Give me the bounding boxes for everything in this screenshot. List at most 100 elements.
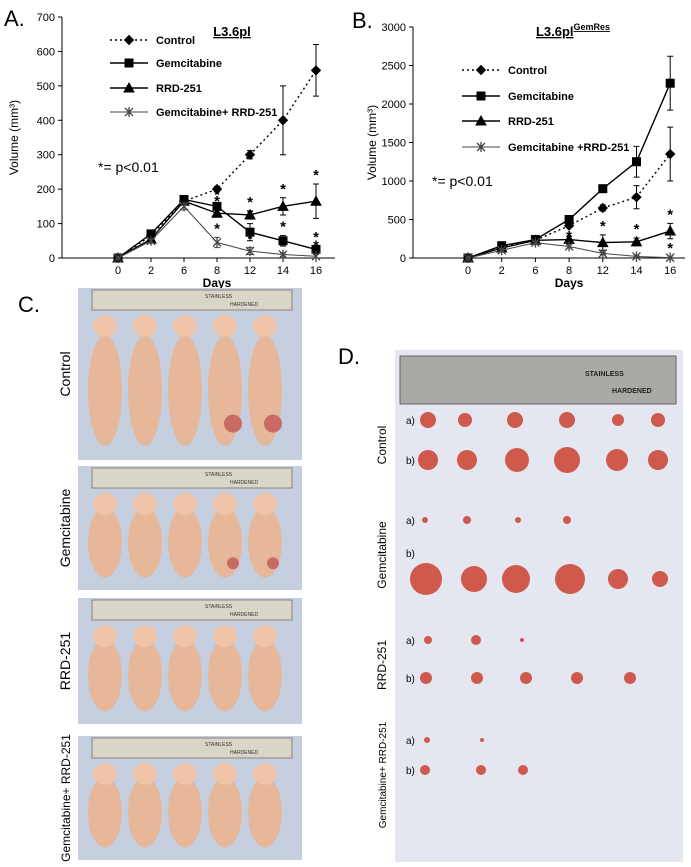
legend-label: Gemcitabine [156, 58, 222, 70]
mouse-body [88, 639, 122, 712]
data-point [665, 78, 675, 88]
mouse-body [128, 639, 162, 712]
significance-mark: * [600, 218, 606, 235]
tumor [612, 414, 624, 426]
ruler [399, 355, 677, 405]
data-point [597, 202, 609, 214]
x-tick-label: 16 [664, 265, 676, 277]
chart-title-main: L3.6pl [213, 24, 251, 39]
tumor [652, 571, 668, 587]
data-point [632, 251, 641, 262]
data-point [530, 237, 540, 248]
data-point [310, 195, 322, 206]
tumor [471, 635, 481, 645]
mouse-head [173, 763, 197, 785]
x-tick-label: 16 [310, 265, 322, 277]
mouse-body [208, 776, 242, 848]
significance-note: *= p<0.01 [98, 159, 159, 175]
tumor [480, 738, 484, 742]
significance-mark: * [214, 187, 220, 204]
group-label: Gemcitabine [375, 521, 389, 589]
y-tick-label: 2000 [382, 99, 406, 111]
mouse-body [88, 776, 122, 848]
legend-marker [123, 34, 135, 46]
data-point [211, 183, 223, 195]
y-tick-label: 600 [37, 46, 55, 58]
legend-label: Control [508, 65, 547, 77]
panel-label: B. [352, 8, 373, 33]
data-point [277, 200, 289, 211]
significance-mark: * [247, 194, 253, 211]
tumor [563, 516, 571, 524]
mouse-body [168, 776, 202, 848]
row-label: a) [406, 636, 415, 647]
mouse-head [253, 625, 277, 647]
legend-label: Gemcitabine [508, 91, 574, 103]
data-point [632, 157, 641, 167]
row-label: Control [57, 351, 73, 396]
mouse-head [213, 315, 237, 337]
significance-mark: * [247, 231, 253, 248]
data-point [113, 253, 123, 263]
y-tick-label: 3000 [382, 22, 406, 34]
mouse-head [213, 763, 237, 785]
y-tick-label: 500 [388, 215, 406, 227]
data-point [631, 191, 642, 203]
ruler-text: STAINLESS [205, 604, 233, 610]
significance-mark: * [313, 238, 319, 255]
ruler [91, 289, 293, 311]
x-axis-label: Days [555, 276, 584, 290]
y-tick-label: 300 [37, 150, 55, 162]
ruler-text: HARDENED [230, 302, 258, 308]
y-tick-label: 1500 [382, 138, 406, 150]
chart-title-main: L3.6pl [536, 24, 574, 39]
ruler-text: HARDENED [230, 480, 258, 486]
mouse-body [248, 776, 282, 848]
tumor [520, 638, 524, 642]
legend-marker [476, 91, 486, 101]
mouse-head [93, 625, 117, 647]
tumor [476, 765, 486, 775]
significance-mark: * [313, 167, 319, 184]
mouse-body [88, 506, 122, 578]
tumor [559, 412, 575, 428]
tumor [227, 557, 239, 570]
legend-label: RRD-251 [508, 116, 554, 128]
data-point [278, 249, 288, 260]
significance-mark: * [214, 220, 220, 237]
x-tick-label: 6 [532, 265, 538, 277]
data-point [245, 227, 255, 237]
ruler-text: HARDENED [230, 750, 258, 756]
mouse-head [213, 625, 237, 647]
panel-label: A. [4, 6, 25, 31]
data-point [564, 241, 574, 252]
data-point [664, 225, 677, 236]
tumor [608, 569, 628, 589]
mouse-body [128, 506, 162, 578]
ruler-text: HARDENED [230, 612, 258, 618]
x-tick-label: 8 [214, 265, 220, 277]
x-tick-label: 2 [148, 265, 154, 277]
mouse-body [208, 639, 242, 712]
tumor [515, 517, 521, 523]
tumor [651, 413, 665, 427]
tumor [264, 414, 282, 433]
tumor [224, 414, 242, 433]
significance-mark: * [214, 193, 220, 210]
tumor [410, 563, 442, 595]
row-label: a) [406, 516, 415, 527]
y-tick-label: 700 [37, 12, 55, 24]
x-tick-label: 6 [181, 265, 187, 277]
tumor [424, 737, 430, 743]
legend-label: Gemcitabine+ RRD-251 [156, 107, 277, 119]
row-label: b) [406, 456, 415, 467]
legend-marker [475, 64, 487, 76]
legend-marker [124, 58, 134, 68]
y-tick-label: 100 [37, 219, 55, 231]
mouse-body [168, 506, 202, 578]
legend-marker [124, 107, 134, 117]
data-point [630, 235, 643, 247]
group-label: RRD-251 [375, 640, 389, 690]
